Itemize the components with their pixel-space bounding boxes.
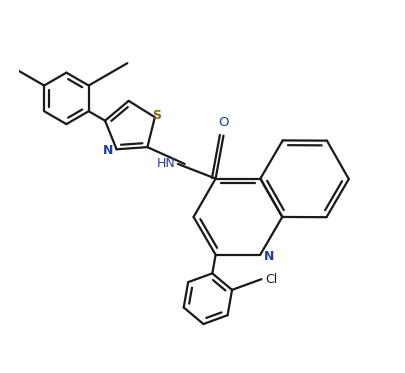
Text: HN: HN — [156, 157, 175, 170]
Text: S: S — [152, 109, 162, 122]
Text: N: N — [264, 250, 274, 263]
Text: Cl: Cl — [266, 273, 278, 286]
Text: N: N — [102, 144, 113, 157]
Text: O: O — [218, 116, 229, 129]
